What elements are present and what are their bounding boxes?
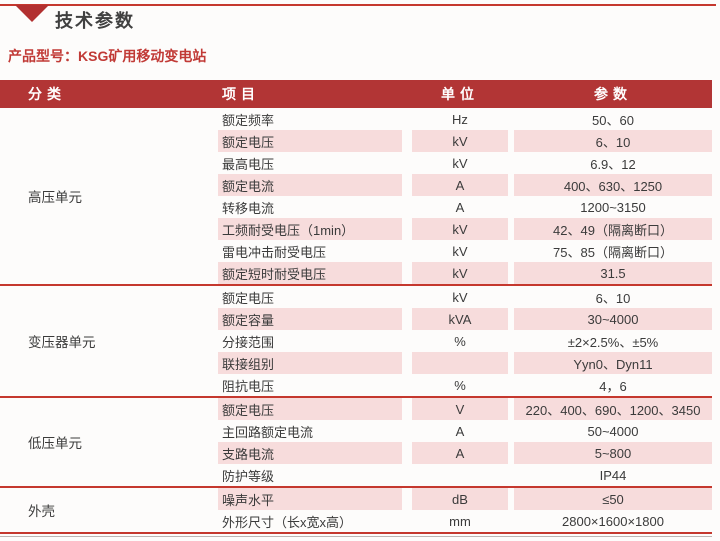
item-cell: 额定电压	[218, 130, 402, 152]
item-cell: 额定电流	[218, 174, 402, 196]
value-cell: 42、49（隔离断口）	[514, 218, 712, 240]
category-label: 低压单元	[28, 436, 82, 451]
category-label: 高压单元	[28, 190, 82, 205]
table-row: 支路电流 A 5~800	[218, 442, 712, 464]
value-cell: IP44	[599, 467, 627, 483]
item-cell: 主回路额定电流	[222, 424, 314, 440]
unit-cell: A	[412, 174, 508, 196]
table-row: 外形尺寸（长x宽x高） mm 2800×1600×1800	[218, 510, 712, 532]
value-cell: 220、400、690、1200、3450	[514, 398, 712, 420]
unit-cell: %	[454, 333, 466, 349]
table-row: 额定短时耐受电压 kV 31.5	[218, 262, 712, 284]
table-row: 额定频率 Hz 50、60	[218, 108, 712, 130]
table-row: 分接范围 % ±2×2.5%、±5%	[218, 330, 712, 352]
section-high-voltage-unit: 高压单元 额定频率 Hz 50、60 额定电压 kV 6、10 最高电压 kV …	[0, 108, 712, 284]
table-row: 雷电冲击耐受电压 kV 75、85（隔离断口）	[218, 240, 712, 262]
table-row: 转移电流 A 1200~3150	[218, 196, 712, 218]
section-marker-triangle-icon	[15, 5, 49, 22]
item-cell: 噪声水平	[218, 488, 402, 510]
value-cell: 6、10	[514, 130, 712, 152]
item-cell: 额定容量	[218, 308, 402, 330]
item-cell: 转移电流	[222, 200, 275, 216]
value-cell: 75、85（隔离断口）	[553, 244, 673, 260]
header-value: 参数	[594, 86, 632, 102]
unit-cell: mm	[449, 513, 471, 529]
table-row: 最高电压 kV 6.9、12	[218, 152, 712, 174]
table-row: 主回路额定电流 A 50~4000	[218, 420, 712, 442]
table-row: 额定电压 kV 6、10	[218, 286, 712, 308]
item-cell: 额定短时耐受电压	[218, 262, 402, 284]
item-cell: 外形尺寸（长x宽x高）	[222, 514, 353, 530]
value-cell: 6、10	[595, 290, 631, 306]
value-cell: 4，6	[599, 378, 627, 394]
item-cell: 阻抗电压	[222, 378, 275, 394]
unit-cell: A	[412, 442, 508, 464]
header-unit: 单位	[441, 86, 479, 102]
item-cell: 额定电压	[218, 398, 402, 420]
item-cell: 防护等级	[222, 468, 275, 484]
table-row: 额定容量 kVA 30~4000	[218, 308, 712, 330]
value-cell: ≤50	[514, 488, 712, 510]
section-transformer-unit: 变压器单元 额定电压 kV 6、10 额定容量 kVA 30~4000 分接范围…	[0, 284, 712, 396]
table-row: 额定电流 A 400、630、1250	[218, 174, 712, 196]
category-label: 外壳	[28, 504, 55, 519]
unit-cell: A	[455, 423, 465, 439]
value-cell: 1200~3150	[580, 199, 646, 215]
value-cell: 400、630、1250	[514, 174, 712, 196]
value-cell: Yyn0、Dyn11	[514, 352, 712, 374]
unit-cell: kV	[452, 243, 468, 259]
bottom-gray-rule	[0, 536, 712, 537]
table-row: 阻抗电压 % 4，6	[218, 374, 712, 396]
value-cell: 50、60	[592, 112, 634, 128]
item-cell: 支路电流	[218, 442, 402, 464]
item-cell: 最高电压	[222, 156, 275, 172]
section-low-voltage-unit: 低压单元 额定电压 V 220、400、690、1200、3450 主回路额定电…	[0, 396, 712, 486]
unit-cell: %	[454, 377, 466, 393]
table-row: 工频耐受电压（1min） kV 42、49（隔离断口）	[218, 218, 712, 240]
unit-cell: kV	[412, 218, 508, 240]
value-cell: 30~4000	[514, 308, 712, 330]
item-cell: 额定电压	[222, 290, 275, 306]
item-cell: 雷电冲击耐受电压	[222, 244, 327, 260]
header-category: 分类	[28, 86, 66, 102]
unit-cell: kV	[412, 130, 508, 152]
value-cell: ±2×2.5%、±5%	[567, 334, 659, 350]
table-row: 额定电压 V 220、400、690、1200、3450	[218, 398, 712, 420]
unit-cell: kV	[412, 262, 508, 284]
spec-table: 分类 项目 单位 参数 高压单元 额定频率 Hz 50、60 额定电压 kV 6…	[0, 80, 712, 534]
table-row: 噪声水平 dB ≤50	[218, 488, 712, 510]
unit-cell: dB	[412, 488, 508, 510]
value-cell: 6.9、12	[590, 156, 636, 172]
category-label: 变压器单元	[28, 335, 96, 350]
item-cell: 联接组别	[218, 352, 402, 374]
unit-cell: Hz	[452, 111, 468, 127]
unit-cell: kVA	[412, 308, 508, 330]
item-cell: 额定频率	[222, 112, 275, 128]
value-cell: 31.5	[514, 262, 712, 284]
section-enclosure: 外壳 噪声水平 dB ≤50 外形尺寸（长x宽x高） mm 2800×1600×…	[0, 486, 712, 532]
table-header-row: 分类 项目 单位 参数	[0, 80, 712, 108]
table-row: 联接组别 Yyn0、Dyn11	[218, 352, 712, 374]
unit-cell	[412, 464, 508, 486]
top-rule	[0, 4, 716, 6]
item-cell: 工频耐受电压（1min）	[218, 218, 402, 240]
unit-cell: A	[455, 199, 465, 215]
value-cell: 2800×1600×1800	[562, 513, 664, 529]
unit-cell	[412, 352, 508, 374]
value-cell: 50~4000	[587, 423, 639, 439]
header-item: 项目	[222, 86, 260, 102]
value-cell: 5~800	[514, 442, 712, 464]
product-model-label: 产品型号：KSG矿用移动变电站	[8, 48, 207, 64]
table-row: 额定电压 kV 6、10	[218, 130, 712, 152]
unit-cell: kV	[452, 155, 468, 171]
page-title: 技术参数	[55, 11, 135, 31]
item-cell: 分接范围	[222, 334, 275, 350]
table-row: 防护等级 IP44	[218, 464, 712, 486]
unit-cell: kV	[452, 289, 468, 305]
unit-cell: V	[412, 398, 508, 420]
